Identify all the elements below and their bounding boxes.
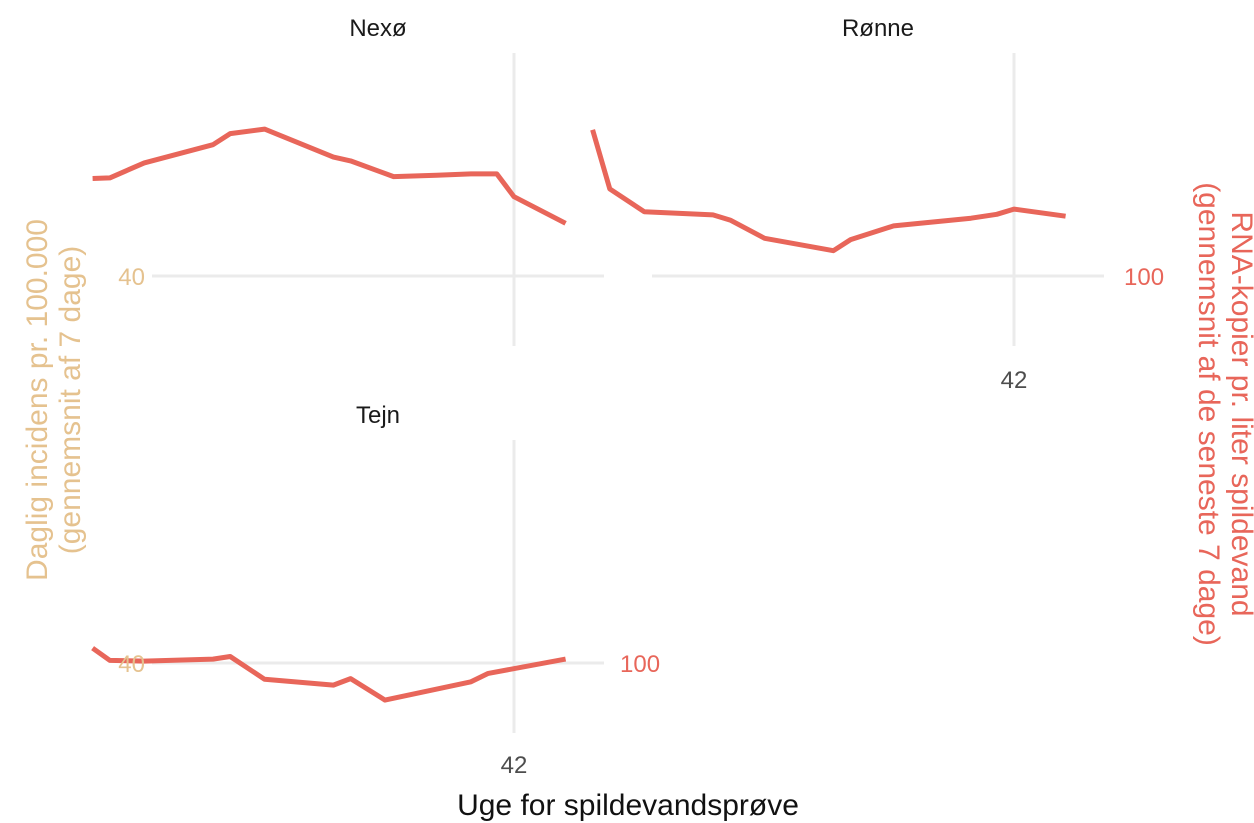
x-tick-label: 42 <box>1001 367 1028 394</box>
panel-1 <box>92 53 604 346</box>
right-tick-label: 100 <box>620 651 660 678</box>
left-axis-title: Daglig incidens pr. 100.000(gennemsnit a… <box>21 219 87 581</box>
series-line <box>92 126 567 226</box>
panel-2 <box>590 53 1104 346</box>
right-axis-title-line: RNA-kopier pr. liter spildevand <box>1225 211 1254 616</box>
right-tick-label: 100 <box>1124 264 1164 291</box>
series-line <box>91 646 567 703</box>
facet-title: Tejn <box>356 402 400 429</box>
left-axis-title-line: Daglig incidens pr. 100.000 <box>21 219 54 581</box>
facet-title: Nexø <box>349 15 407 42</box>
left-tick-label: 40 <box>118 651 145 678</box>
right-axis-title: RNA-kopier pr. liter spildevand(gennemsn… <box>1192 182 1254 646</box>
series-line <box>590 129 1066 254</box>
x-axis-title: Uge for spildevandsprøve <box>457 789 799 822</box>
left-tick-label: 40 <box>118 264 145 291</box>
right-axis-title-line: (gennemsnit af de seneste 7 dage) <box>1192 182 1225 646</box>
x-tick-label: 42 <box>501 752 528 779</box>
left-axis-title-line: (gennemsnit af 7 dage) <box>54 246 87 555</box>
facet-title: Rønne <box>842 15 914 42</box>
panel-3 <box>91 440 604 733</box>
